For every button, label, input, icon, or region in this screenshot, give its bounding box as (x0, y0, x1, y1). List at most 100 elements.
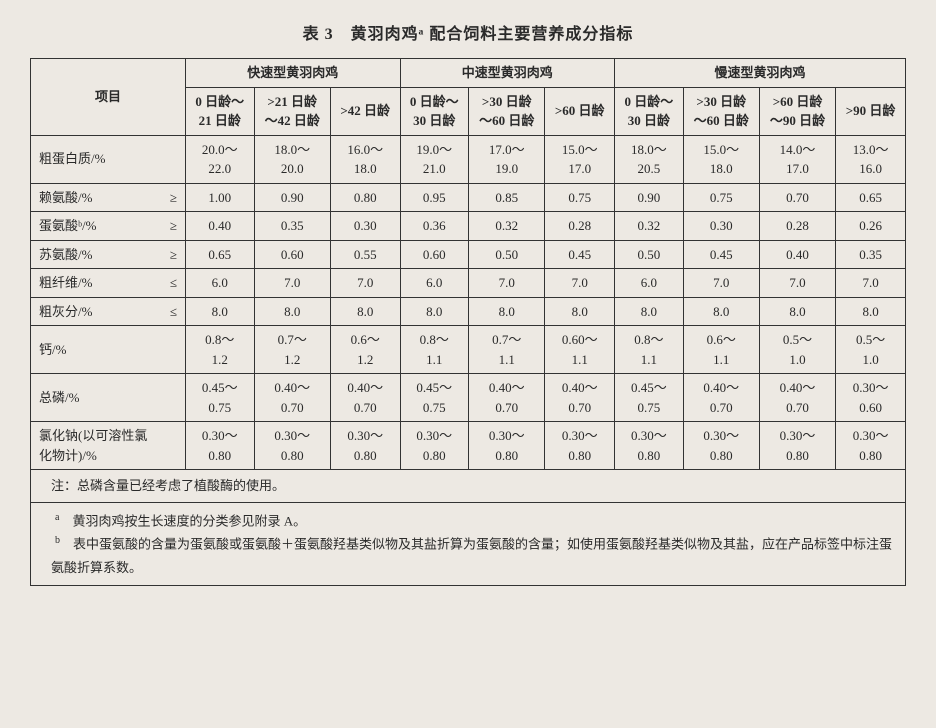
cell: 0.32 (469, 212, 545, 241)
cell: 0.45 (545, 240, 615, 269)
row-item: 苏氨酸/%≥ (31, 240, 186, 269)
cell: 0.30～0.80 (545, 422, 615, 470)
cell: 15.0～17.0 (545, 135, 615, 183)
table-title: 表 3 黄羽肉鸡ᵃ 配合饲料主要营养成分指标 (30, 20, 906, 44)
cell: 0.70 (759, 183, 835, 212)
footnote-b: b 表中蛋氨酸的含量为蛋氨酸或蛋氨酸＋蛋氨酸羟基类似物及其盐折算为蛋氨酸的含量；… (51, 532, 895, 579)
cell: 8.0 (836, 297, 906, 326)
cell: 0.40～0.70 (469, 374, 545, 422)
cell: 0.30 (683, 212, 759, 241)
cell: 7.0 (759, 269, 835, 298)
cell: 0.6～1.1 (683, 326, 759, 374)
cell: 0.40～0.70 (545, 374, 615, 422)
cell: 6.0 (186, 269, 255, 298)
cell: 19.0～21.0 (400, 135, 469, 183)
row-item: 赖氨酸/%≥ (31, 183, 186, 212)
row-item-operator: ≥ (159, 245, 177, 265)
header-g1c3: >42 日龄 (330, 87, 400, 135)
cell: 0.60 (400, 240, 469, 269)
cell: 0.28 (759, 212, 835, 241)
cell: 0.40 (759, 240, 835, 269)
row-item-name: 苏氨酸/% (39, 245, 159, 265)
cell: 0.55 (330, 240, 400, 269)
cell: 0.7～1.2 (254, 326, 330, 374)
table-row: 蛋氨酸ᵇ/%≥0.400.350.300.360.320.280.320.300… (31, 212, 906, 241)
cell: 0.60～1.1 (545, 326, 615, 374)
cell: 0.40～0.70 (759, 374, 835, 422)
cell: 8.0 (330, 297, 400, 326)
cell: 7.0 (683, 269, 759, 298)
cell: 0.40～0.70 (330, 374, 400, 422)
cell: 0.95 (400, 183, 469, 212)
cell: 0.40～0.70 (683, 374, 759, 422)
cell: 0.65 (186, 240, 255, 269)
cell: 0.30～0.80 (254, 422, 330, 470)
row-item-name: 粗纤维/% (39, 273, 159, 293)
cell: 0.45～0.75 (400, 374, 469, 422)
header-g3c2: >30 日龄～60 日龄 (683, 87, 759, 135)
row-item: 总磷/% (31, 374, 186, 422)
cell: 18.0～20.5 (615, 135, 684, 183)
cell: 20.0～22.0 (186, 135, 255, 183)
row-item: 粗蛋白质/% (31, 135, 186, 183)
row-item: 粗灰分/%≤ (31, 297, 186, 326)
cell: 0.35 (836, 240, 906, 269)
cell: 0.5～1.0 (759, 326, 835, 374)
cell: 0.85 (469, 183, 545, 212)
cell: 0.30～0.80 (186, 422, 255, 470)
cell: 0.30～0.80 (683, 422, 759, 470)
cell: 0.28 (545, 212, 615, 241)
cell: 0.75 (545, 183, 615, 212)
cell: 8.0 (683, 297, 759, 326)
row-item-name: 钙/% (39, 340, 159, 360)
header-group-medium: 中速型黄羽肉鸡 (400, 59, 615, 88)
row-item-name: 总磷/% (39, 388, 159, 408)
row-item-operator: ≥ (159, 216, 177, 236)
header-g1c2: >21 日龄～42 日龄 (254, 87, 330, 135)
header-g3c4: >90 日龄 (836, 87, 906, 135)
cell: 0.45～0.75 (615, 374, 684, 422)
cell: 0.6～1.2 (330, 326, 400, 374)
header-g2c2: >30 日龄～60 日龄 (469, 87, 545, 135)
table-body: 粗蛋白质/% 20.0～22.018.0～20.016.0～18.019.0～21… (31, 135, 906, 470)
nutrition-table: 项目 快速型黄羽肉鸡 中速型黄羽肉鸡 慢速型黄羽肉鸡 0 日龄～21 日龄 >2… (30, 58, 906, 586)
header-g2c1: 0 日龄～30 日龄 (400, 87, 469, 135)
cell: 0.36 (400, 212, 469, 241)
cell: 0.40 (186, 212, 255, 241)
cell: 8.0 (254, 297, 330, 326)
cell: 0.90 (615, 183, 684, 212)
cell: 0.60 (254, 240, 330, 269)
cell: 14.0～17.0 (759, 135, 835, 183)
cell: 0.65 (836, 183, 906, 212)
cell: 0.45 (683, 240, 759, 269)
header-group-fast: 快速型黄羽肉鸡 (186, 59, 401, 88)
cell: 8.0 (545, 297, 615, 326)
row-item-name: 氯化钠(以可溶性氯化物计)/% (39, 426, 159, 465)
header-item: 项目 (31, 59, 186, 136)
cell: 16.0～18.0 (330, 135, 400, 183)
cell: 0.30～0.80 (469, 422, 545, 470)
cell: 7.0 (254, 269, 330, 298)
cell: 1.00 (186, 183, 255, 212)
row-item-operator: ≤ (159, 302, 177, 322)
table-row: 粗灰分/%≤8.08.08.08.08.08.08.08.08.08.0 (31, 297, 906, 326)
cell: 6.0 (615, 269, 684, 298)
cell: 7.0 (545, 269, 615, 298)
cell: 7.0 (330, 269, 400, 298)
cell: 13.0～16.0 (836, 135, 906, 183)
row-item: 氯化钠(以可溶性氯化物计)/% (31, 422, 186, 470)
row-item-name: 粗蛋白质/% (39, 149, 159, 169)
cell: 0.32 (615, 212, 684, 241)
cell: 0.26 (836, 212, 906, 241)
table-header: 项目 快速型黄羽肉鸡 中速型黄羽肉鸡 慢速型黄羽肉鸡 0 日龄～21 日龄 >2… (31, 59, 906, 136)
header-group-slow: 慢速型黄羽肉鸡 (615, 59, 906, 88)
cell: 8.0 (469, 297, 545, 326)
cell: 0.50 (469, 240, 545, 269)
footnotes: a 黄羽肉鸡按生长速度的分类参见附录 A。 b 表中蛋氨酸的含量为蛋氨酸或蛋氨酸… (31, 502, 906, 586)
cell: 18.0～20.0 (254, 135, 330, 183)
cell: 8.0 (186, 297, 255, 326)
cell: 0.30 (330, 212, 400, 241)
row-item-name: 粗灰分/% (39, 302, 159, 322)
row-item: 钙/% (31, 326, 186, 374)
cell: 15.0～18.0 (683, 135, 759, 183)
